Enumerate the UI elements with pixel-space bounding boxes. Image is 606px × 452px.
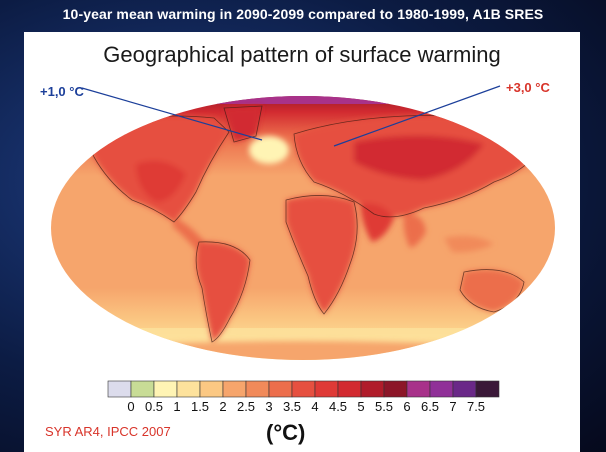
annotation-plus-one: +1,0 °C: [40, 84, 84, 99]
unit-label: (°C): [266, 420, 306, 445]
color-scale-tick-label: 6: [403, 399, 411, 414]
southeast-asia: [444, 236, 494, 253]
arabia: [360, 203, 394, 242]
color-scale-tick-label: 2.5: [236, 399, 256, 414]
color-scale-tick-label: 5.5: [374, 399, 394, 414]
slide-title: 10-year mean warming in 2090-2099 compar…: [62, 6, 544, 22]
color-scale-tick-label: 0: [127, 399, 135, 414]
color-scale-swatch: [406, 380, 431, 398]
warming-map: [51, 85, 555, 398]
color-scale-tick-label: 7: [449, 399, 457, 414]
australia: [460, 269, 524, 312]
color-scale-swatch: [245, 380, 270, 398]
antarctica: [51, 341, 555, 360]
color-scale-swatch: [337, 380, 362, 398]
north-america-interior: [136, 160, 186, 202]
color-scale-swatch: [107, 380, 132, 398]
map-title: Geographical pattern of surface warming: [103, 42, 501, 67]
color-scale-swatch: [429, 380, 454, 398]
color-scale-ticks: 0 0.5 1 1.5 2 2.5 3 3.5 4 4.5 5 5.5 6 6.5 7 7.5: [112, 399, 496, 415]
color-scale-tick-label: 4: [311, 399, 319, 414]
color-scale-swatch: [383, 380, 408, 398]
arctic-warming-band: [51, 96, 555, 104]
central-asia: [354, 135, 484, 180]
color-scale-tick-label: 3: [265, 399, 273, 414]
color-scale-tick-label: 0.5: [144, 399, 164, 414]
color-scale-tick-label: 1: [173, 399, 181, 414]
annotation-plus-three: +3,0 °C: [506, 80, 550, 95]
india: [403, 213, 426, 248]
color-scale-tick-label: 5: [357, 399, 365, 414]
color-scale-swatch: [314, 380, 339, 398]
color-scale-tick-label: 1.5: [190, 399, 210, 414]
north-atlantic-cool-spot: [249, 136, 289, 164]
africa: [286, 195, 358, 314]
map-surface: [51, 96, 555, 360]
color-scale-swatch: [222, 380, 247, 398]
pointer-line-right: [333, 85, 501, 147]
color-scale-swatch: [291, 380, 316, 398]
color-scale-swatch: [199, 380, 224, 398]
central-america: [172, 218, 206, 250]
color-scale-swatch: [153, 380, 178, 398]
color-scale-bar: [107, 380, 500, 398]
pointer-line-left: [81, 87, 263, 141]
color-scale-tick-label: 4.5: [328, 399, 348, 414]
color-scale-tick-label: 6.5: [420, 399, 440, 414]
south-america: [196, 241, 250, 342]
color-scale-swatch: [452, 380, 477, 398]
color-scale-swatch: [176, 380, 201, 398]
source-credit: SYR AR4, IPCC 2007: [45, 424, 171, 439]
color-scale-swatch: [475, 380, 500, 398]
color-scale-tick-label: 2: [219, 399, 227, 414]
greenland: [224, 106, 262, 142]
color-scale-swatch: [360, 380, 385, 398]
color-scale-tick-label: 7.5: [466, 399, 486, 414]
color-scale-swatch: [268, 380, 293, 398]
color-scale-tick-label: 3.5: [282, 399, 302, 414]
color-scale-swatch: [130, 380, 155, 398]
map-panel: Geographical pattern of surface warming: [24, 32, 580, 452]
